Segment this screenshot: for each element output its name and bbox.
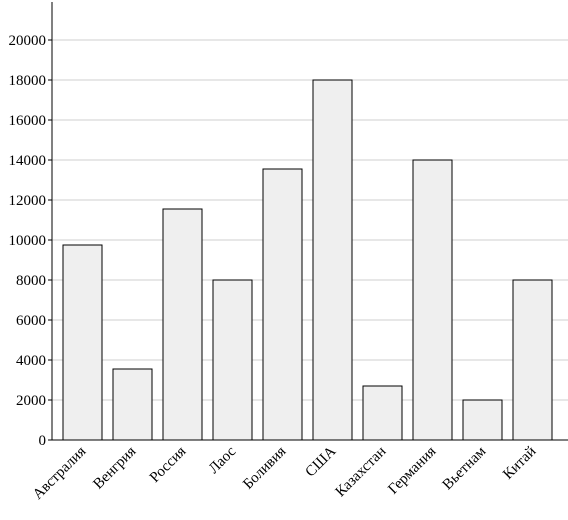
- bar: [362, 385, 403, 441]
- bar: [462, 399, 503, 441]
- y-tick-label: 4000: [16, 353, 46, 369]
- bar: [262, 168, 303, 441]
- bar: [312, 79, 353, 441]
- x-tick-label: Казахстан: [333, 444, 390, 501]
- y-tick-label: 18000: [9, 73, 47, 89]
- y-tick-label: 14000: [9, 153, 47, 169]
- y-tick-label: 0: [39, 433, 47, 449]
- bar: [112, 368, 153, 441]
- bar: [162, 208, 203, 441]
- bar: [512, 279, 553, 441]
- x-tick-label: Боливия: [240, 443, 289, 492]
- y-tick-label: 20000: [9, 33, 47, 49]
- y-tick-label: 12000: [9, 193, 47, 209]
- x-tick-label: Германия: [385, 443, 439, 497]
- bar: [212, 279, 253, 441]
- x-tick-label: Россия: [147, 443, 190, 486]
- x-tick-label: Австралия: [30, 443, 89, 502]
- bar: [62, 244, 103, 441]
- y-tick-label: 2000: [16, 393, 46, 409]
- y-tick-label: 16000: [9, 113, 47, 129]
- x-tick-label: США: [303, 443, 340, 480]
- bar: [412, 159, 453, 441]
- x-tick-label: Лаос: [206, 443, 240, 477]
- y-tick-label: 6000: [16, 313, 46, 329]
- x-tick-label: Венгрия: [90, 443, 139, 492]
- x-tick-label: Китай: [500, 444, 539, 483]
- y-tick-label: 10000: [9, 233, 47, 249]
- x-tick-label: Вьетнам: [440, 443, 490, 493]
- y-tick-label: 8000: [16, 273, 46, 289]
